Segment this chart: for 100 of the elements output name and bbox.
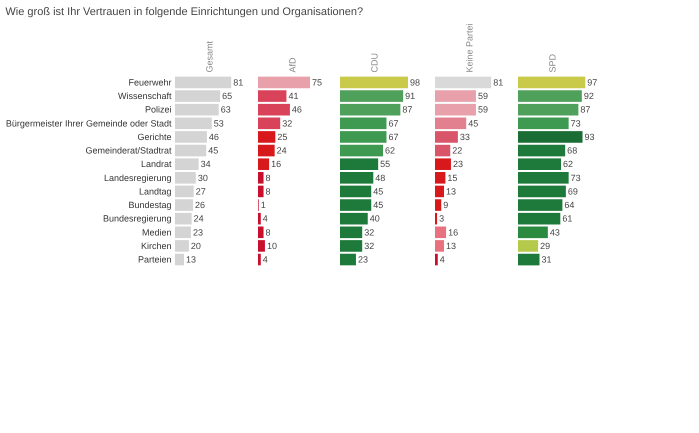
bar xyxy=(340,226,362,238)
data-label: 4 xyxy=(262,214,268,224)
bar xyxy=(435,90,476,102)
data-label: 98 xyxy=(410,77,420,88)
x2-axis-title: Keine Partei xyxy=(464,23,474,72)
data-label: 29 xyxy=(540,240,550,251)
data-label: 33 xyxy=(460,132,470,142)
bar xyxy=(518,172,569,184)
data-label: 45 xyxy=(373,186,384,196)
y-tick-label: Medien xyxy=(142,227,172,238)
data-label: 97 xyxy=(587,77,598,88)
data-label: 30 xyxy=(198,172,208,183)
bar xyxy=(258,90,286,102)
x2-axis-title: AfD xyxy=(288,56,298,72)
bar xyxy=(175,226,191,238)
bar xyxy=(340,76,408,88)
bar xyxy=(175,144,206,156)
data-label: 65 xyxy=(222,91,232,102)
data-label: 40 xyxy=(370,214,380,224)
bar xyxy=(258,172,264,184)
data-label: 62 xyxy=(385,146,396,156)
data-label: 69 xyxy=(568,186,578,196)
data-label: 87 xyxy=(580,104,590,115)
data-label: 55 xyxy=(380,159,390,170)
bar xyxy=(518,199,562,211)
bar xyxy=(175,172,196,184)
bar xyxy=(435,186,444,198)
bar xyxy=(258,104,290,116)
y-tick-label: Landrat xyxy=(140,159,172,170)
data-label: 41 xyxy=(288,91,298,102)
y-tick-label: Parteien xyxy=(138,254,172,265)
y-tick-label: Bundesregierung xyxy=(102,214,172,224)
bar xyxy=(175,254,184,266)
y-tick-label: Polizei xyxy=(144,104,172,115)
data-label: 13 xyxy=(446,240,456,251)
data-label: 3 xyxy=(439,214,444,224)
bar xyxy=(435,144,450,156)
data-label: 75 xyxy=(312,77,322,88)
bar xyxy=(435,240,444,252)
y-tick-label: Bundestag xyxy=(128,200,172,210)
bar xyxy=(518,104,578,116)
data-label: 59 xyxy=(478,104,488,115)
y-tick-label: Landtag xyxy=(138,186,172,196)
data-label: 23 xyxy=(358,254,368,265)
bar xyxy=(175,90,220,102)
data-label: 22 xyxy=(452,146,462,156)
bar xyxy=(340,212,368,224)
data-label: 45 xyxy=(468,118,478,128)
data-label: 46 xyxy=(208,132,219,142)
bar xyxy=(518,186,566,198)
data-label: 73 xyxy=(570,172,581,183)
data-label: 1 xyxy=(260,200,266,210)
bar xyxy=(175,199,194,211)
bar xyxy=(258,254,261,266)
bar xyxy=(518,118,569,130)
bar xyxy=(435,104,476,116)
bar xyxy=(435,172,446,184)
bar xyxy=(518,254,540,266)
bar xyxy=(435,76,492,88)
bar xyxy=(258,212,261,224)
bar xyxy=(175,104,219,116)
bar xyxy=(518,131,583,143)
bar xyxy=(340,118,386,130)
bar xyxy=(340,158,378,170)
data-label: 16 xyxy=(271,159,282,170)
data-label: 34 xyxy=(200,159,211,170)
data-label: 87 xyxy=(402,104,412,115)
data-label: 45 xyxy=(208,146,218,156)
data-label: 13 xyxy=(186,254,196,265)
x2-axis-title: CDU xyxy=(370,53,380,72)
bar xyxy=(258,144,275,156)
bar xyxy=(175,212,192,224)
bar xyxy=(435,118,466,130)
data-label: 67 xyxy=(388,132,399,142)
bar xyxy=(175,186,194,198)
data-label: 32 xyxy=(364,240,374,251)
y-tick-label: Wissenschaft xyxy=(118,91,172,102)
y-tick-label: Feuerwehr xyxy=(128,77,172,88)
data-label: 93 xyxy=(584,132,595,142)
data-label: 9 xyxy=(443,200,448,210)
data-label: 61 xyxy=(562,214,572,224)
bar xyxy=(518,226,548,238)
bar xyxy=(435,199,442,211)
y-tick-label: Landesregierung xyxy=(104,172,172,183)
data-label: 8 xyxy=(266,227,271,238)
bar xyxy=(435,226,446,238)
data-label: 53 xyxy=(214,118,224,128)
bar xyxy=(340,104,400,116)
y-tick-label: Kirchen xyxy=(140,240,172,251)
bar xyxy=(518,144,566,156)
data-label: 81 xyxy=(233,77,244,88)
bar xyxy=(258,240,265,252)
bar xyxy=(258,76,310,88)
bar xyxy=(518,240,538,252)
bar xyxy=(340,131,386,143)
bar xyxy=(340,144,384,156)
data-label: 25 xyxy=(277,132,288,142)
data-label: 59 xyxy=(478,91,488,102)
chart-title: Wie groß ist Ihr Vertrauen in folgende Einrichtungen und Organisationen? xyxy=(5,6,364,18)
data-label: 62 xyxy=(563,159,574,170)
